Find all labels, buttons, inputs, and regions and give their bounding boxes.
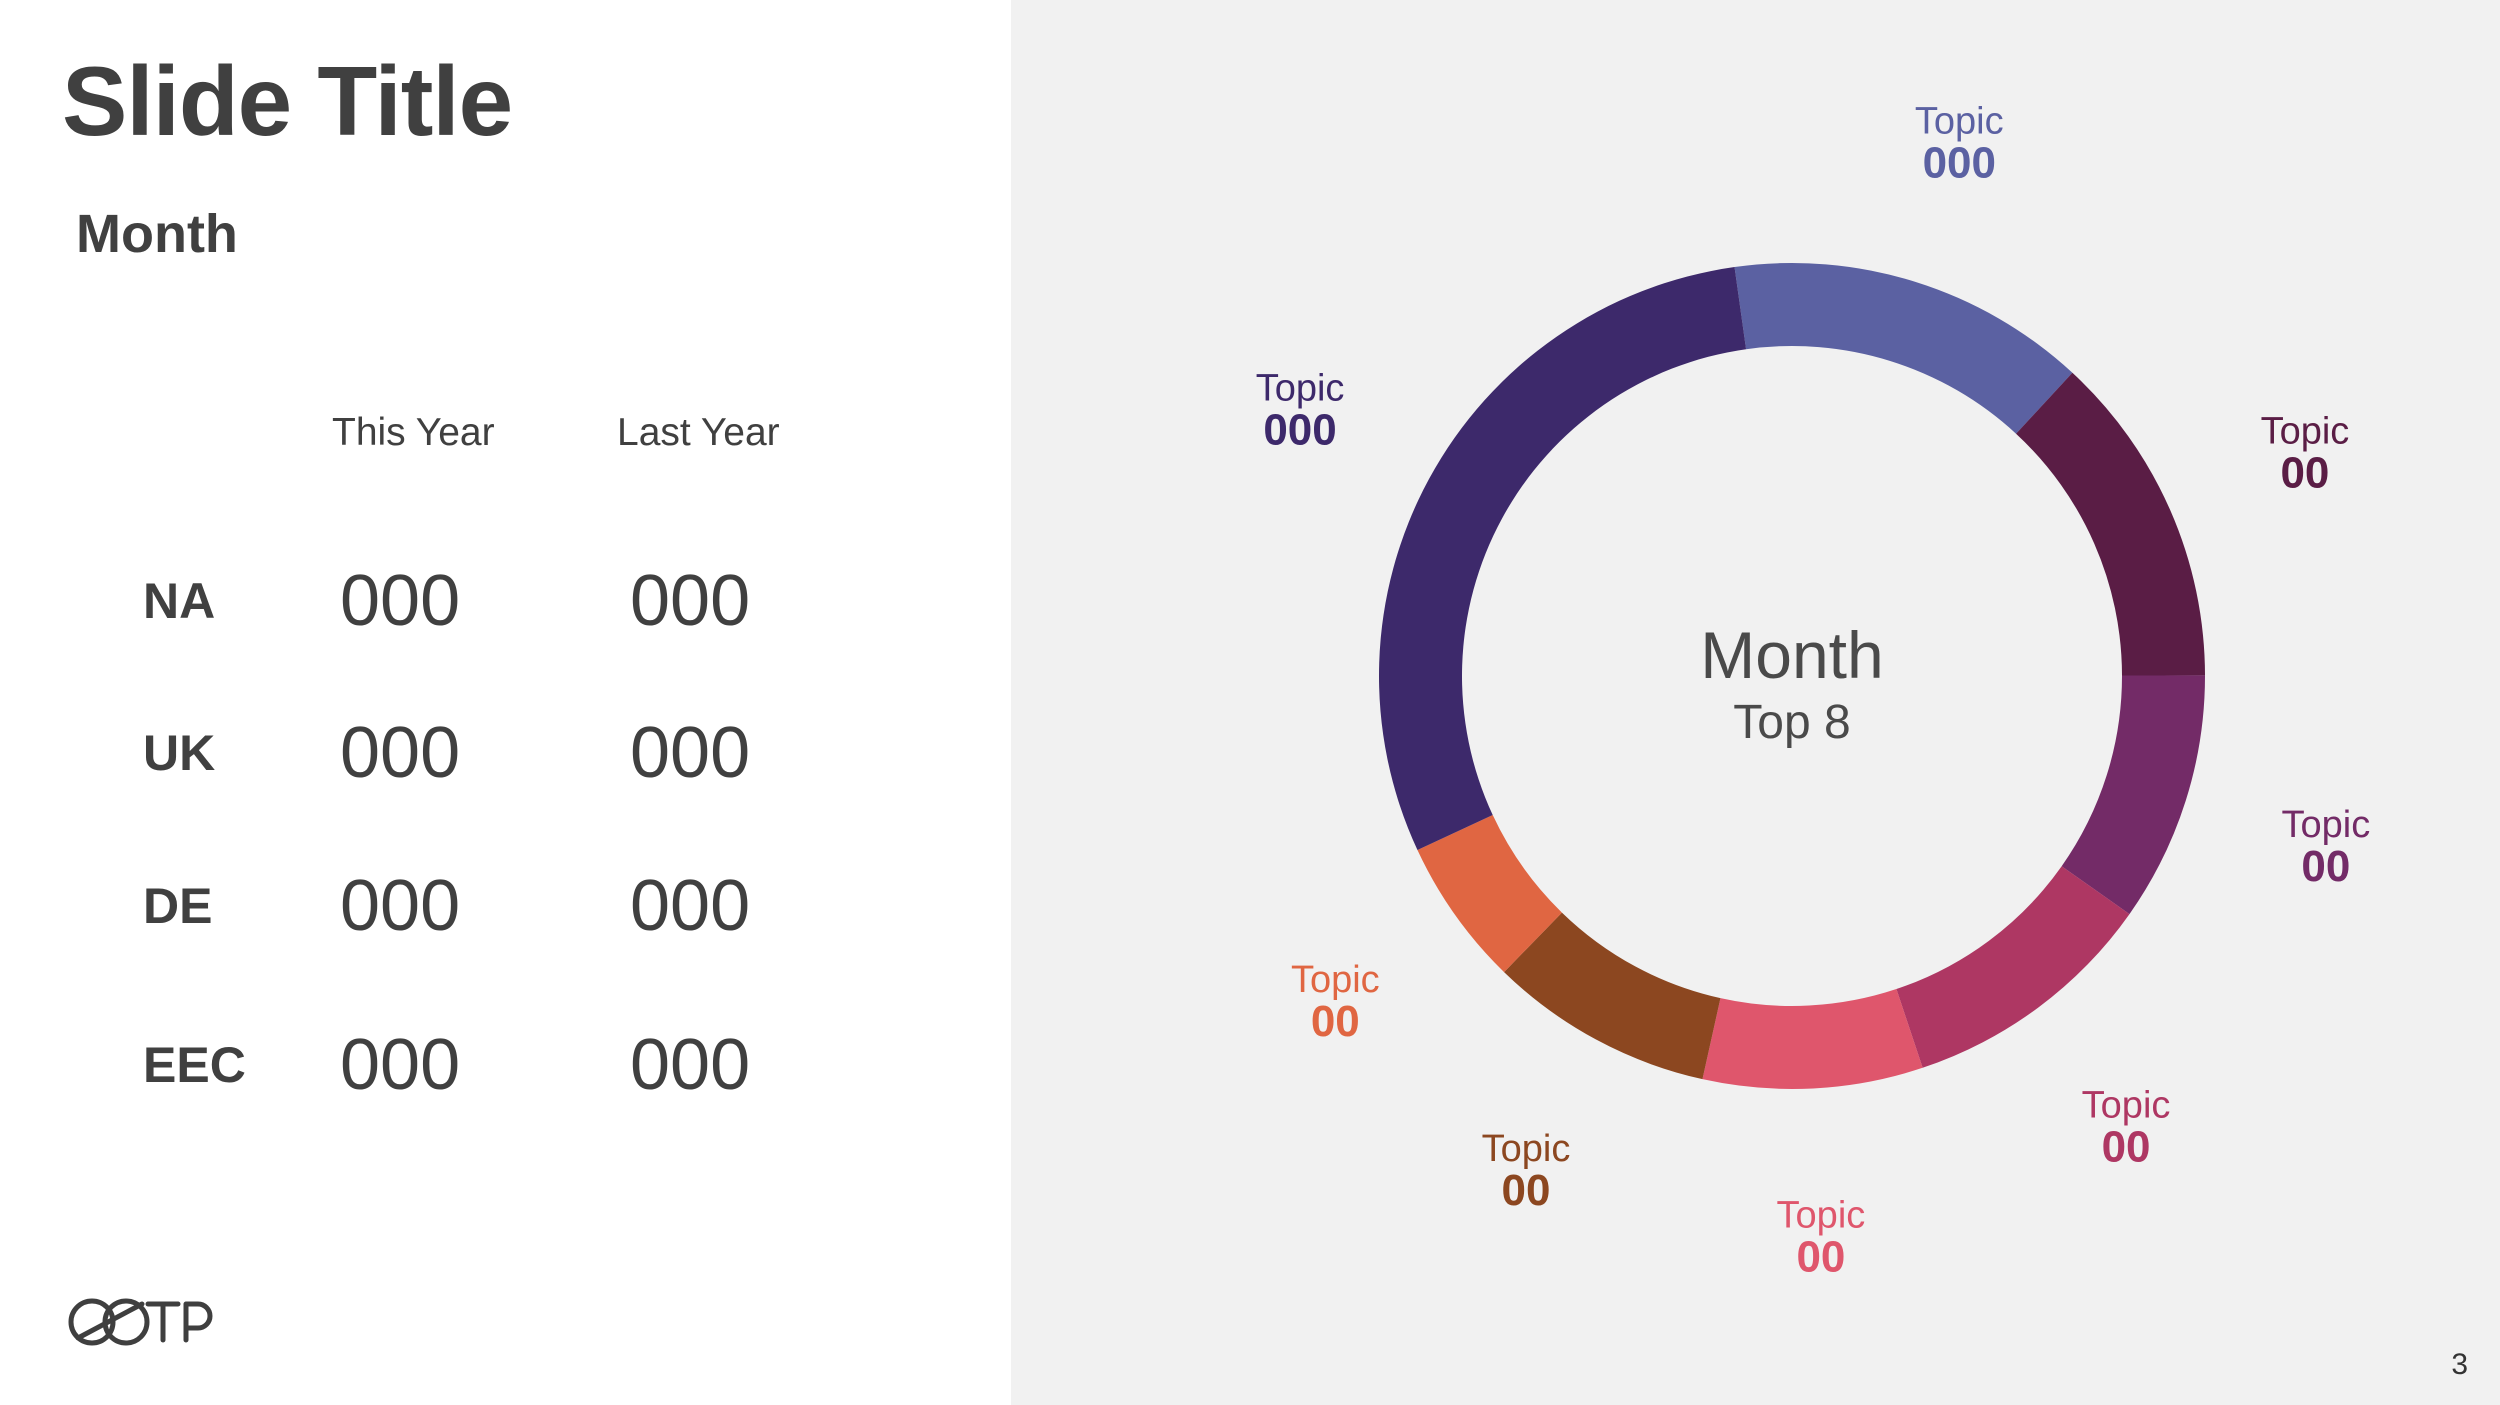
slice-value-label: 00 <box>1311 997 1360 1046</box>
slice-label: Topic <box>2082 1084 2171 1126</box>
row-value-last-year: 000 <box>630 1025 751 1105</box>
row-label: EEC <box>143 1037 246 1093</box>
slice-label: Topic <box>1291 959 1380 1001</box>
slice-value-label: 00 <box>1502 1166 1551 1215</box>
row-value-this-year: 000 <box>340 1025 461 1105</box>
slice-label: Topic <box>1777 1194 1866 1236</box>
donut-slice <box>2016 372 2205 676</box>
row-value-last-year: 000 <box>630 561 751 641</box>
row-value-last-year: 000 <box>630 713 751 793</box>
slice-label: Topic <box>2261 410 2350 452</box>
row-value-last-year: 000 <box>630 866 751 946</box>
donut-slices <box>1379 263 2205 1089</box>
slice-value-label: 00 <box>2280 448 2329 497</box>
slice-label: Topic <box>1915 101 2004 143</box>
right-panel <box>1011 0 2500 1405</box>
slice-value-label: 000 <box>1923 139 1996 188</box>
row-label: DE <box>143 878 213 934</box>
slide-subtitle: Month <box>76 204 238 264</box>
row-value-this-year: 000 <box>340 866 461 946</box>
donut-slice <box>1734 263 2073 434</box>
chart-center-title: Month <box>1700 618 1883 692</box>
row-value-this-year: 000 <box>340 713 461 793</box>
column-header-last-year: Last Year <box>617 411 780 454</box>
slice-label: Topic <box>1256 367 1345 409</box>
row-label: UK <box>143 725 216 781</box>
donut-slice <box>1417 815 1562 973</box>
donut-labels: Topic000Topic00Topic00Topic00Topic00Topi… <box>1256 101 2371 1282</box>
slice-value-label: 00 <box>2102 1122 2151 1171</box>
row-value-this-year: 000 <box>340 561 461 641</box>
donut-slice <box>1702 989 1923 1089</box>
donut-slice <box>2061 675 2205 915</box>
slice-value-label: 000 <box>1263 405 1336 454</box>
column-header-this-year: This Year <box>332 411 495 454</box>
slice-label: Topic <box>1482 1128 1571 1170</box>
page-number: 3 <box>2451 1348 2468 1381</box>
slide-title: Slide Title <box>62 46 513 156</box>
donut-slice <box>1379 267 1747 851</box>
donut-slice <box>1504 912 1721 1080</box>
row-label: NA <box>143 573 216 629</box>
left-panel: Slide Title Month This Year Last Year NA… <box>0 0 1011 1405</box>
chart-center-subtitle: Top 8 <box>1733 696 1850 749</box>
slice-value-label: 00 <box>1796 1232 1845 1281</box>
brand-logo-icon <box>68 1298 213 1346</box>
slice-label: Topic <box>2282 804 2371 846</box>
slice-value-label: 00 <box>2301 842 2350 891</box>
donut-slice <box>1896 866 2130 1068</box>
